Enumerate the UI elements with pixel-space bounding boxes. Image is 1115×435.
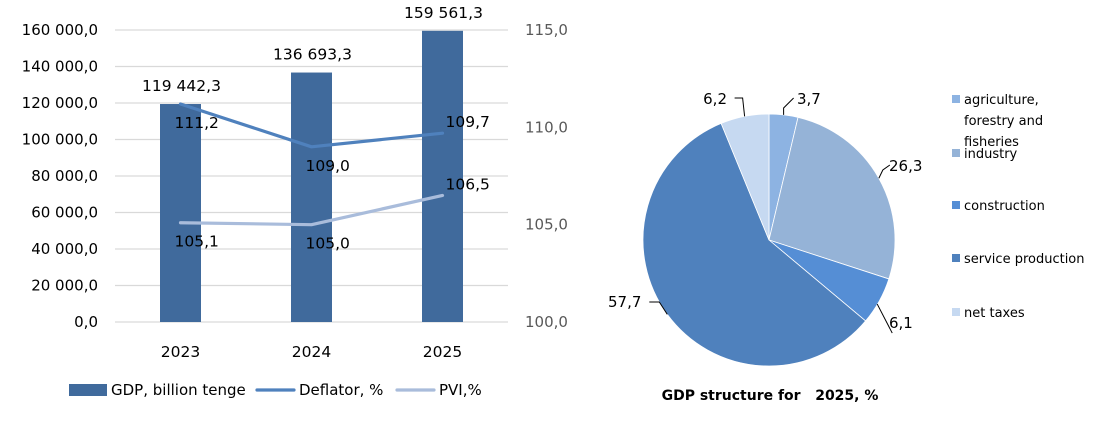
pie-legend-label: agriculture,	[964, 93, 1039, 108]
pie-legend-label: service production	[964, 252, 1085, 267]
x-tick-label: 2024	[292, 343, 331, 361]
pie-legend-swatch	[952, 201, 960, 209]
pvi-label: 105,1	[175, 233, 219, 251]
pie-legend-label: fisheries	[964, 135, 1019, 150]
x-tick-label: 2025	[423, 343, 462, 361]
index-lines	[178, 102, 445, 227]
data-labels: 119 442,3 136 693,3 159 561,3 111,2 109,0 109…	[142, 4, 490, 253]
pie-leader-line	[878, 164, 891, 179]
pie-data-labels: 3,7 26,3 6,1 57,7 6,2	[608, 90, 922, 334]
y2-tick-label: 115,0	[525, 21, 568, 39]
pie-legend-label: industry	[964, 147, 1018, 162]
pie-slices	[642, 113, 896, 367]
y-tick-label: 40 000,0	[31, 240, 98, 258]
pie-title: GDP structure for 2025, %	[662, 388, 879, 404]
pie-slice-label: 6,2	[703, 90, 727, 108]
combo-legend: GDP, billion tenge Deflator, % PVI,%	[69, 381, 482, 399]
pie-legend-swatch	[952, 95, 960, 103]
gdp-structure-pie: 3,7 26,3 6,1 57,7 6,2 agriculture, forestry a…	[608, 90, 1085, 404]
pie-legend-swatch	[952, 254, 960, 262]
y-tick-label: 60 000,0	[31, 204, 98, 222]
legend-label-pvi: PVI,%	[439, 381, 482, 399]
gdp-bar	[291, 72, 332, 322]
legend-swatch-gdp	[69, 384, 107, 396]
pie-slice-label: 6,1	[889, 314, 913, 332]
pie-slice-label: 57,7	[608, 293, 641, 311]
y-tick-label: 20 000,0	[31, 277, 98, 295]
pie-leader-line	[734, 97, 746, 117]
pie-legend-label: net taxes	[964, 306, 1025, 321]
pie-slice-label: 26,3	[889, 157, 922, 175]
pie-legend: agriculture, forestry and fisheriesindustr…	[952, 93, 1085, 321]
gdp-bar	[422, 30, 463, 322]
y2-tick-label: 100,0	[525, 313, 568, 331]
right-axis-ticks: 100,0 105,0 110,0 115,0	[525, 21, 568, 331]
gdp-bar-label: 119 442,3	[142, 77, 221, 95]
category-axis-ticks: 2023 2024 2025	[161, 343, 462, 361]
pie-legend-label: construction	[964, 199, 1045, 214]
legend-label-gdp: GDP, billion tenge	[111, 381, 246, 399]
x-tick-label: 2023	[161, 343, 200, 361]
y-tick-label: 0,0	[74, 313, 98, 331]
deflator-label: 109,7	[446, 113, 490, 131]
y-tick-label: 140 000,0	[22, 58, 98, 76]
y-tick-label: 120 000,0	[22, 94, 98, 112]
y2-tick-label: 110,0	[525, 118, 568, 136]
pie-slice	[768, 116, 896, 280]
pie-slice-label: 3,7	[797, 90, 821, 108]
pie-leader-line	[783, 97, 794, 115]
y-tick-label: 100 000,0	[22, 131, 98, 149]
gdp-bar-label: 136 693,3	[273, 46, 352, 64]
pvi-label: 105,0	[306, 235, 350, 253]
gdp-bar	[160, 104, 201, 323]
pie-leader-line	[876, 303, 893, 334]
y-tick-label: 160 000,0	[22, 21, 98, 39]
deflator-label: 111,2	[175, 114, 219, 132]
pvi-label: 106,5	[446, 175, 490, 193]
legend-label-deflator: Deflator, %	[299, 381, 383, 399]
pie-legend-swatch	[952, 308, 960, 316]
gdp-bars	[160, 30, 463, 323]
gdp-bar-label: 159 561,3	[404, 4, 483, 22]
pie-legend-swatch	[952, 149, 960, 157]
gdp-combo-chart: 0,0 20 000,0 40 000,0 60 000,0 80 000,0 100 0…	[22, 4, 568, 399]
deflator-label: 109,0	[306, 157, 350, 175]
y2-tick-label: 105,0	[525, 216, 568, 234]
pie-legend-label: forestry and	[964, 114, 1043, 129]
y-tick-label: 80 000,0	[31, 167, 98, 185]
left-axis-ticks: 0,0 20 000,0 40 000,0 60 000,0 80 000,0 100 0…	[22, 21, 98, 331]
pie-leader-line	[649, 301, 668, 315]
